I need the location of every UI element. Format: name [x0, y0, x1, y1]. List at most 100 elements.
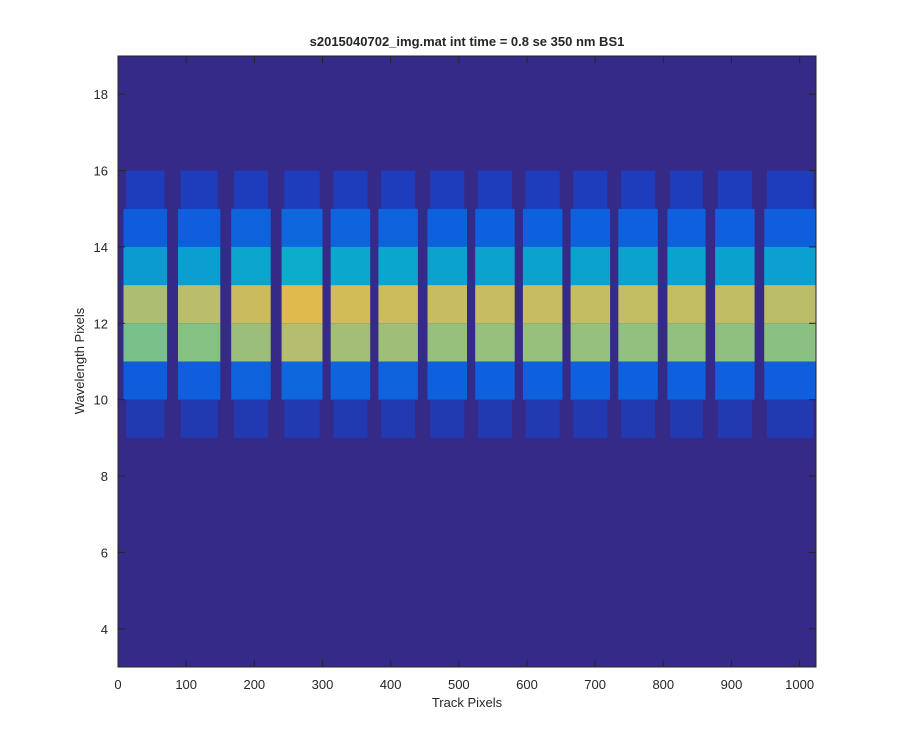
- x-tick-label: 1000: [785, 677, 814, 692]
- heatmap-cell: [475, 246, 515, 286]
- heatmap-cell: [126, 170, 165, 209]
- heatmap-cell: [333, 399, 368, 438]
- heatmap-cell: [764, 323, 816, 362]
- heatmap-cell: [330, 361, 371, 400]
- heatmap-cell: [573, 399, 608, 438]
- heatmap-cell: [381, 399, 416, 438]
- heatmap-cell: [717, 399, 752, 438]
- chart-title: s2015040702_img.mat int time = 0.8 se 35…: [310, 34, 625, 49]
- heatmap-cell: [715, 285, 755, 324]
- heatmap-cell: [715, 323, 755, 362]
- y-axis-ticks: 4 6 8 10 12 14 16 18: [94, 87, 816, 637]
- heatmap-cell: [670, 170, 703, 209]
- heatmap-cell: [522, 208, 563, 247]
- heatmap-cell: [667, 323, 706, 362]
- heatmap-cell: [281, 323, 323, 362]
- heatmap-cell: [180, 170, 218, 209]
- heatmap-cell: [573, 170, 608, 209]
- heatmap-cell: [281, 208, 323, 247]
- x-tick-label: 200: [243, 677, 265, 692]
- y-tick-label: 6: [101, 545, 108, 560]
- heatmap-cell: [715, 208, 755, 247]
- x-axis-ticks: 0 100 200 300 400 500 600 700 800 900 1000: [114, 56, 814, 692]
- heatmap-cell: [667, 285, 706, 324]
- heatmap-cell: [670, 399, 703, 438]
- heatmap-cell: [281, 246, 323, 286]
- heatmap-cell: [621, 399, 656, 438]
- x-axis-label: Track Pixels: [432, 695, 503, 710]
- x-tick-label: 900: [721, 677, 743, 692]
- heatmap-cell: [764, 285, 816, 324]
- heatmap-cell: [281, 361, 323, 400]
- heatmap-cell: [475, 208, 515, 247]
- heatmap-cell: [522, 285, 563, 324]
- heatmap-cell: [178, 323, 221, 362]
- heatmap-cell: [378, 361, 418, 400]
- heatmap-cell: [618, 323, 658, 362]
- heatmap-cell: [766, 170, 814, 209]
- heatmap-cell: [618, 361, 658, 400]
- x-tick-label: 100: [175, 677, 197, 692]
- heatmap-cell: [667, 246, 706, 286]
- heatmap-cell: [178, 361, 221, 400]
- heatmap-cell: [381, 170, 416, 209]
- heatmap-cell: [477, 170, 512, 209]
- heatmap-cell: [522, 361, 563, 400]
- plot-frame: [117, 55, 817, 668]
- heatmap-cell: [621, 170, 656, 209]
- heatmap-cell: [618, 285, 658, 324]
- heatmap-cell: [231, 361, 271, 400]
- heatmap-cell: [330, 323, 371, 362]
- heatmap-cell: [522, 246, 563, 286]
- heatmap-cell: [427, 208, 467, 247]
- heatmap-cell: [477, 399, 512, 438]
- heatmap-cell: [330, 285, 371, 324]
- y-tick-label: 12: [94, 316, 108, 331]
- heatmap-cell: [281, 285, 323, 324]
- x-tick-label: 600: [516, 677, 538, 692]
- y-tick-label: 14: [94, 240, 108, 255]
- x-tick-label: 700: [584, 677, 606, 692]
- heatmap-cell: [123, 285, 168, 324]
- heatmap-cell: [333, 170, 368, 209]
- heatmap-cell: [180, 399, 218, 438]
- y-tick-label: 8: [101, 469, 108, 484]
- heatmap-cell: [427, 285, 467, 324]
- y-tick-label: 16: [94, 164, 108, 179]
- heatmap-cell: [475, 285, 515, 324]
- heatmap-cell: [378, 323, 418, 362]
- heatmap-cell: [667, 361, 706, 400]
- heatmap-cell: [231, 285, 271, 324]
- x-tick-label: 300: [312, 677, 334, 692]
- heatmap-cell: [178, 246, 221, 286]
- heatmap-cell: [522, 323, 563, 362]
- heatmap-cell: [430, 170, 465, 209]
- heatmap-cell: [330, 246, 371, 286]
- heatmap-cell: [766, 399, 814, 438]
- heatmap-cell: [427, 246, 467, 286]
- heatmap-cell: [330, 208, 371, 247]
- heatmap-cell: [618, 208, 658, 247]
- heatmap-cell: [570, 323, 611, 362]
- heatmap-cell: [427, 323, 467, 362]
- heatmap-cell: [178, 285, 221, 324]
- heatmap-cell: [715, 361, 755, 400]
- heatmap-cell: [764, 208, 816, 247]
- heatmap-cell: [715, 246, 755, 286]
- heatmap-cell: [430, 399, 465, 438]
- heatmap-cell: [570, 361, 611, 400]
- heatmap-cell: [667, 208, 706, 247]
- heatmap-cell: [764, 246, 816, 286]
- heatmap-cell: [475, 323, 515, 362]
- heatmap-cell: [123, 246, 168, 286]
- heatmap-cell: [284, 170, 320, 209]
- heatmap-cell: [570, 208, 611, 247]
- y-axis-label: Wavelength Pixels: [72, 307, 87, 414]
- heatmap-cell: [123, 323, 168, 362]
- heatmap-cell: [570, 285, 611, 324]
- heatmap-cell: [378, 285, 418, 324]
- heatmap-cell: [525, 170, 560, 209]
- heatmap-cell: [231, 323, 271, 362]
- heatmap-cell: [233, 170, 268, 209]
